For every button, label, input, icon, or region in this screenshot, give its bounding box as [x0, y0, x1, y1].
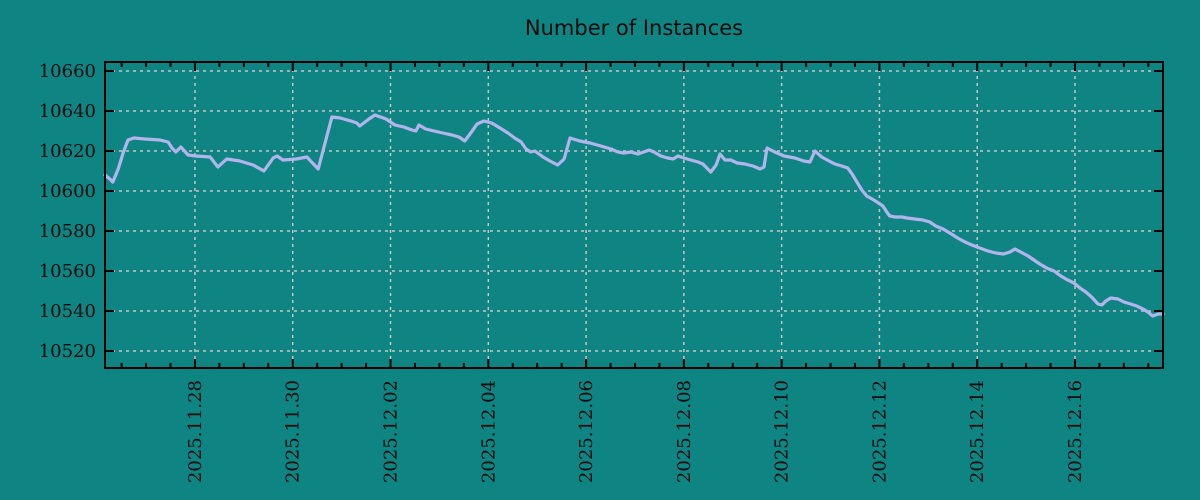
x-tick-label: 2025.12.10: [772, 380, 793, 483]
y-tick-label: 10660: [39, 61, 96, 82]
y-tick-label: 10600: [39, 181, 96, 202]
y-tick-label: 10640: [39, 101, 96, 122]
x-tick-label: 2025.12.04: [478, 380, 499, 483]
y-tick-label: 10620: [39, 141, 96, 162]
x-tick-label: 2025.12.16: [1065, 380, 1086, 483]
x-tick-label: 2025.11.28: [185, 380, 206, 483]
series-line: [103, 113, 1165, 318]
y-tick-label: 10580: [39, 221, 96, 242]
plot-border: [104, 61, 1164, 369]
x-tick-label: 2025.12.02: [381, 380, 402, 483]
y-tick-label: 10540: [39, 301, 96, 322]
x-tick-label: 2025.12.08: [674, 380, 695, 483]
x-tick-label: 2025.12.14: [967, 380, 988, 483]
y-tick-label: 10520: [39, 341, 96, 362]
x-tick-label: 2025.11.30: [283, 380, 304, 483]
x-tick-label: 2025.12.06: [576, 380, 597, 483]
chart-title: Number of Instances: [524, 16, 744, 40]
y-tick-label: 10560: [39, 261, 96, 282]
x-tick-label: 2025.12.12: [869, 380, 890, 483]
